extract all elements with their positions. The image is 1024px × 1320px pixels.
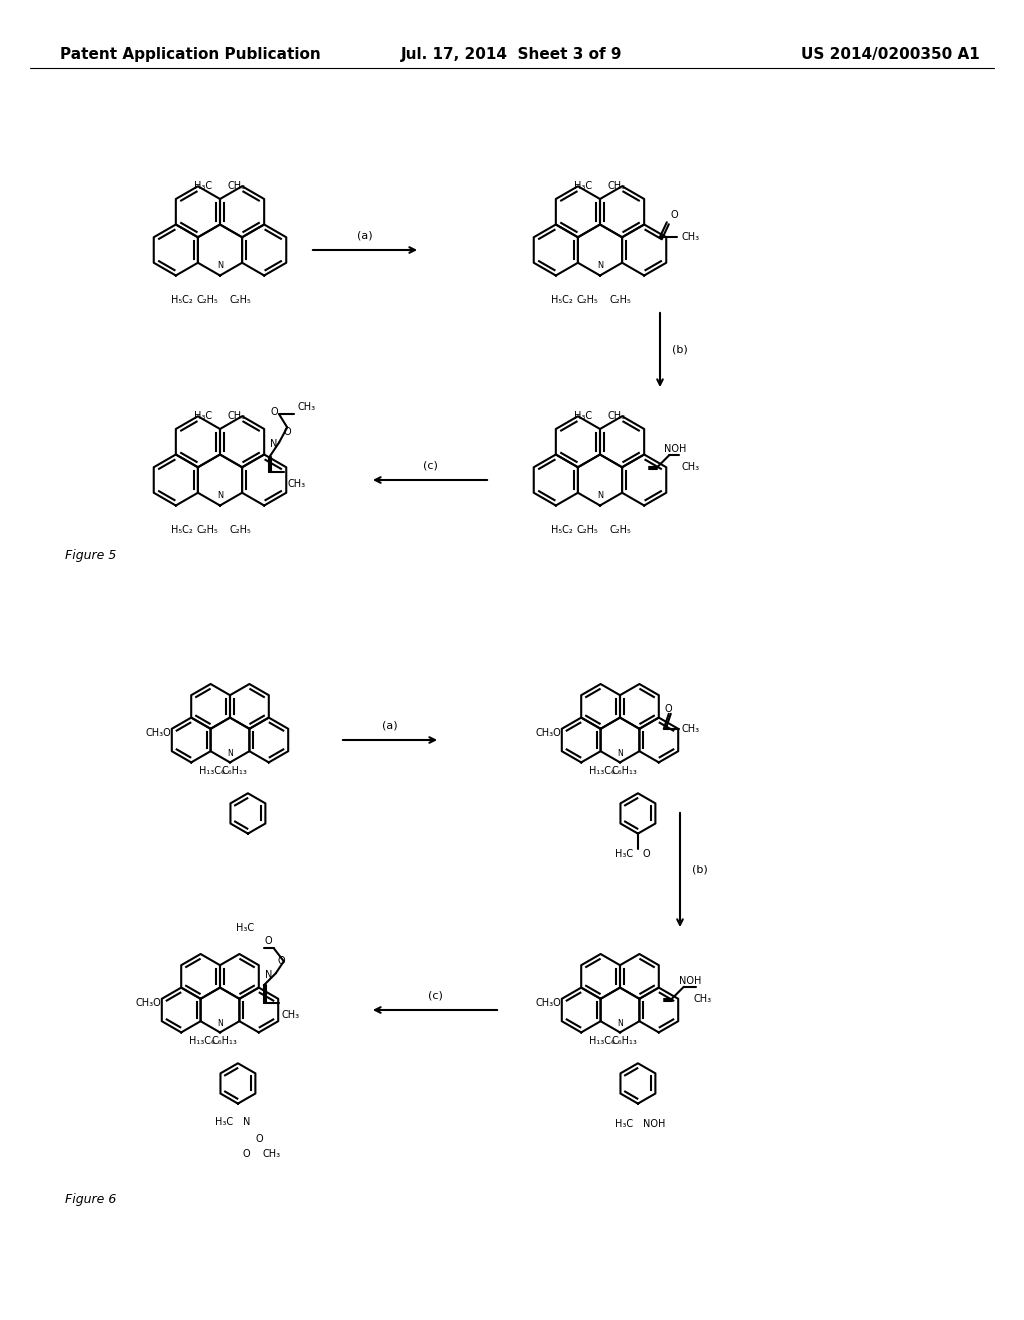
Text: H₅C₂: H₅C₂ [171, 296, 193, 305]
Text: CH₃: CH₃ [608, 411, 626, 421]
Text: N: N [265, 970, 272, 981]
Text: N: N [617, 748, 623, 758]
Text: C₂H₅: C₂H₅ [577, 525, 598, 536]
Text: C₂H₅: C₂H₅ [609, 525, 631, 536]
Text: H₅C₂: H₅C₂ [551, 296, 572, 305]
Text: N: N [270, 440, 278, 449]
Text: (b): (b) [692, 865, 708, 875]
Text: C₆H₁₃: C₆H₁₃ [611, 1036, 637, 1047]
Text: N: N [617, 1019, 623, 1028]
Text: CH₃: CH₃ [681, 462, 699, 473]
Text: N: N [243, 1117, 250, 1126]
Text: CH₃: CH₃ [263, 1148, 281, 1159]
Text: CH₃: CH₃ [282, 1010, 300, 1020]
Text: Jul. 17, 2014  Sheet 3 of 9: Jul. 17, 2014 Sheet 3 of 9 [401, 48, 623, 62]
Text: C₆H₁₃: C₆H₁₃ [611, 767, 637, 776]
Text: C₂H₅: C₂H₅ [577, 296, 598, 305]
Text: (a): (a) [357, 230, 373, 240]
Text: CH₃O: CH₃O [536, 729, 561, 738]
Text: O: O [670, 210, 678, 220]
Text: (c): (c) [428, 990, 442, 1001]
Text: H₃C: H₃C [194, 181, 212, 191]
Text: US 2014/0200350 A1: US 2014/0200350 A1 [801, 48, 980, 62]
Text: CH₃: CH₃ [682, 723, 700, 734]
Text: Patent Application Publication: Patent Application Publication [60, 48, 321, 62]
Text: (b): (b) [672, 345, 688, 355]
Text: CH₃O: CH₃O [536, 998, 561, 1008]
Text: (c): (c) [423, 459, 437, 470]
Text: H₃C: H₃C [236, 923, 254, 933]
Text: H₁₃C₆: H₁₃C₆ [189, 1036, 215, 1047]
Text: CH₃: CH₃ [694, 994, 712, 1003]
Text: H₅C₂: H₅C₂ [551, 525, 572, 536]
Text: C₂H₅: C₂H₅ [197, 296, 218, 305]
Text: NOH: NOH [665, 445, 686, 454]
Text: CH₃O: CH₃O [145, 729, 171, 738]
Text: O: O [265, 936, 272, 946]
Text: Figure 5: Figure 5 [65, 549, 117, 561]
Text: CH₃: CH₃ [287, 479, 305, 490]
Text: H₁₃C₆: H₁₃C₆ [589, 1036, 615, 1047]
Text: NOH: NOH [679, 975, 701, 986]
Text: C₂H₅: C₂H₅ [197, 525, 218, 536]
Text: O: O [665, 704, 673, 714]
Text: CH₃: CH₃ [682, 232, 700, 243]
Text: N: N [597, 491, 603, 500]
Text: H₃C: H₃C [614, 849, 633, 858]
Text: O: O [278, 956, 286, 966]
Text: C₂H₅: C₂H₅ [609, 296, 631, 305]
Text: H₃C: H₃C [194, 411, 212, 421]
Text: CH₃O: CH₃O [135, 998, 161, 1008]
Text: H₃C: H₃C [215, 1117, 232, 1126]
Text: O: O [284, 428, 291, 437]
Text: C₆H₁₃: C₆H₁₃ [212, 1036, 238, 1047]
Text: N: N [217, 1019, 223, 1028]
Text: H₃C: H₃C [573, 411, 592, 421]
Text: CH₃: CH₃ [228, 181, 246, 191]
Text: C₂H₅: C₂H₅ [229, 525, 251, 536]
Text: CH₃: CH₃ [297, 403, 315, 412]
Text: O: O [242, 1148, 250, 1159]
Text: CH₃: CH₃ [608, 181, 626, 191]
Text: C₆H₁₃: C₆H₁₃ [221, 767, 248, 776]
Text: O: O [256, 1134, 263, 1143]
Text: H₅C₂: H₅C₂ [171, 525, 193, 536]
Text: O: O [643, 849, 650, 858]
Text: C₂H₅: C₂H₅ [229, 296, 251, 305]
Text: NOH: NOH [643, 1118, 666, 1129]
Text: CH₃: CH₃ [228, 411, 246, 421]
Text: N: N [227, 748, 232, 758]
Text: N: N [597, 261, 603, 269]
Text: (a): (a) [382, 719, 397, 730]
Text: N: N [217, 491, 223, 500]
Text: H₃C: H₃C [614, 1118, 633, 1129]
Text: H₁₃C₆: H₁₃C₆ [589, 767, 615, 776]
Text: Figure 6: Figure 6 [65, 1193, 117, 1206]
Text: H₃C: H₃C [573, 181, 592, 191]
Text: N: N [217, 261, 223, 269]
Text: H₁₃C₆: H₁₃C₆ [199, 767, 225, 776]
Text: O: O [270, 408, 278, 417]
